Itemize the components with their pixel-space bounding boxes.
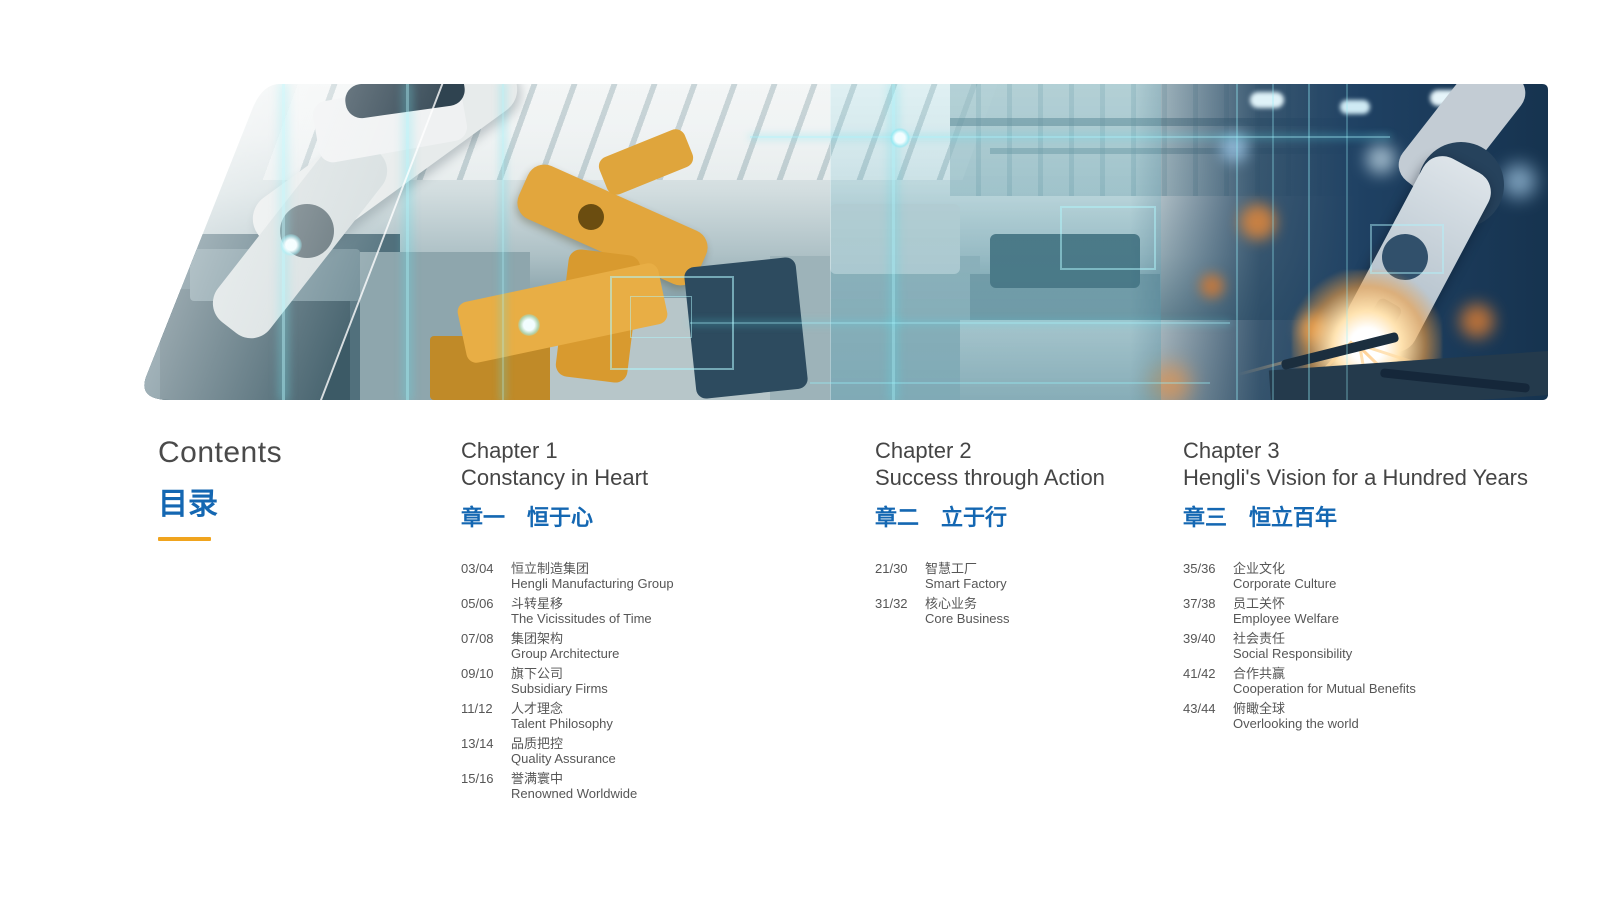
chapter-title-en: Chapter 2 Success through Action bbox=[875, 437, 1215, 491]
toc-item-title-en: Social Responsibility bbox=[1233, 646, 1353, 661]
chapter-title-zh: 章一 恒于心 bbox=[461, 505, 594, 530]
chapter-number-line: Chapter 2 bbox=[875, 438, 972, 463]
toc-item: 43/44 俯瞰全球 Overlooking the world bbox=[1183, 701, 1573, 731]
toc-item: 07/08 集团架构 Group Architecture bbox=[461, 631, 821, 661]
toc-item-pages: 13/14 bbox=[461, 736, 494, 751]
toc-item: 31/32 核心业务 Core Business bbox=[875, 596, 1215, 626]
toc-item-pages: 11/12 bbox=[461, 701, 493, 716]
chapter-number-line: Chapter 3 bbox=[1183, 438, 1280, 463]
chapter-subtitle-line: Hengli's Vision for a Hundred Years bbox=[1183, 465, 1529, 490]
toc-item: 39/40 社会责任 Social Responsibility bbox=[1183, 631, 1573, 661]
chapter-subtitle-line: Constancy in Heart bbox=[461, 465, 649, 490]
toc-item-title-zh: 俯瞰全球 bbox=[1233, 701, 1286, 716]
toc-item-title-en: Core Business bbox=[925, 611, 1010, 626]
toc-item-pages: 37/38 bbox=[1183, 596, 1216, 611]
chapter-title-en: Chapter 3 Hengli's Vision for a Hundred Y… bbox=[1183, 437, 1573, 491]
toc-item-title-zh: 旗下公司 bbox=[511, 666, 564, 681]
toc-item-title-en: Renowned Worldwide bbox=[511, 786, 638, 801]
toc-item-title-en: Quality Assurance bbox=[511, 751, 616, 766]
factory-banner-image bbox=[130, 84, 1548, 400]
toc-item-title-en: Group Architecture bbox=[511, 646, 620, 661]
toc-item-title-en: Talent Philosophy bbox=[511, 716, 613, 731]
toc-item: 11/12 人才理念 Talent Philosophy bbox=[461, 701, 821, 731]
chapter-column-2: Chapter 2 Success through Action 章二 立于行 21/… bbox=[875, 437, 1215, 631]
toc-item-title-zh: 恒立制造集团 bbox=[511, 561, 590, 576]
toc-item-pages: 21/30 bbox=[875, 561, 908, 576]
banner-welding-scene bbox=[1130, 84, 1548, 400]
chapter-subtitle-line: Success through Action bbox=[875, 465, 1105, 490]
toc-item-title-zh: 誉满寰中 bbox=[511, 771, 564, 786]
banner-hud-overlay bbox=[130, 84, 1548, 400]
toc-item-title-zh: 智慧工厂 bbox=[925, 561, 978, 576]
banner-yellow-robot bbox=[130, 84, 1548, 400]
toc-item: 21/30 智慧工厂 Smart Factory bbox=[875, 561, 1215, 591]
toc-item-title-zh: 员工关怀 bbox=[1233, 596, 1286, 611]
contents-title-zh: 目录 bbox=[158, 488, 218, 521]
toc-item-pages: 03/04 bbox=[461, 561, 494, 576]
contents-heading-block: Contents 目录 bbox=[158, 436, 282, 541]
toc-item-pages: 43/44 bbox=[1183, 701, 1216, 716]
toc-item-titles: 社会责任 Social Responsibility bbox=[1233, 631, 1352, 661]
toc-item-title-en: Smart Factory bbox=[925, 576, 1007, 591]
chapter-item-list: 21/30 智慧工厂 Smart Factory 31/32 核心业务 Core Busi… bbox=[875, 561, 1215, 626]
toc-item-title-zh: 社会责任 bbox=[1233, 631, 1286, 646]
contents-accent-underline bbox=[158, 537, 211, 541]
chapter-number-line: Chapter 1 bbox=[461, 438, 558, 463]
toc-item-pages: 07/08 bbox=[461, 631, 494, 646]
toc-item: 35/36 企业文化 Corporate Culture bbox=[1183, 561, 1573, 591]
chapter-item-list: 03/04 恒立制造集团 Hengli Manufacturing Group 05/… bbox=[461, 561, 821, 801]
toc-item-pages: 31/32 bbox=[875, 596, 908, 611]
chapter-column-1: Chapter 1 Constancy in Heart 章一 恒于心 03/04 恒立… bbox=[461, 437, 821, 806]
toc-item-titles: 员工关怀 Employee Welfare bbox=[1233, 596, 1339, 626]
toc-item-title-en: The Vicissitudes of Time bbox=[511, 611, 652, 626]
toc-item-titles: 誉满寰中 Renowned Worldwide bbox=[511, 771, 637, 801]
chapter-column-3: Chapter 3 Hengli's Vision for a Hundred Y… bbox=[1183, 437, 1573, 736]
toc-item: 09/10 旗下公司 Subsidiary Firms bbox=[461, 666, 821, 696]
toc-item-title-en: Corporate Culture bbox=[1233, 576, 1337, 591]
toc-item-titles: 人才理念 Talent Philosophy bbox=[511, 701, 613, 731]
toc-item-title-en: Subsidiary Firms bbox=[511, 681, 608, 696]
toc-item-titles: 核心业务 Core Business bbox=[925, 596, 1010, 626]
toc-item-title-zh: 斗转星移 bbox=[511, 596, 564, 611]
toc-item-title-en: Hengli Manufacturing Group bbox=[511, 576, 674, 591]
toc-item-pages: 35/36 bbox=[1183, 561, 1216, 576]
toc-item: 41/42 合作共赢 Cooperation for Mutual Benefits bbox=[1183, 666, 1573, 696]
toc-item-titles: 俯瞰全球 Overlooking the world bbox=[1233, 701, 1359, 731]
toc-item-title-en: Overlooking the world bbox=[1233, 716, 1359, 731]
toc-item-title-zh: 品质把控 bbox=[511, 736, 564, 751]
toc-item-title-zh: 合作共赢 bbox=[1233, 666, 1286, 681]
toc-item-title-zh: 人才理念 bbox=[511, 701, 564, 716]
toc-item-pages: 39/40 bbox=[1183, 631, 1216, 646]
toc-item: 05/06 斗转星移 The Vicissitudes of Time bbox=[461, 596, 821, 626]
toc-item-pages: 09/10 bbox=[461, 666, 494, 681]
toc-item: 03/04 恒立制造集团 Hengli Manufacturing Group bbox=[461, 561, 821, 591]
toc-item-titles: 恒立制造集团 Hengli Manufacturing Group bbox=[511, 561, 674, 591]
chapter-title-zh: 章三 恒立百年 bbox=[1183, 505, 1338, 530]
toc-item-titles: 企业文化 Corporate Culture bbox=[1233, 561, 1336, 591]
toc-item-titles: 旗下公司 Subsidiary Firms bbox=[511, 666, 608, 696]
contents-title-en: Contents bbox=[158, 436, 283, 469]
chapter-title-zh: 章二 立于行 bbox=[875, 505, 1008, 530]
toc-item-titles: 合作共赢 Cooperation for Mutual Benefits bbox=[1233, 666, 1416, 696]
toc-item-title-zh: 核心业务 bbox=[925, 596, 978, 611]
toc-item-title-en: Employee Welfare bbox=[1233, 611, 1339, 626]
toc-item: 13/14 品质把控 Quality Assurance bbox=[461, 736, 821, 766]
toc-item-titles: 品质把控 Quality Assurance bbox=[511, 736, 616, 766]
toc-item-pages: 15/16 bbox=[461, 771, 494, 786]
toc-item-title-zh: 集团架构 bbox=[511, 631, 564, 646]
chapter-title-en: Chapter 1 Constancy in Heart bbox=[461, 437, 821, 491]
toc-item: 15/16 誉满寰中 Renowned Worldwide bbox=[461, 771, 821, 801]
toc-item-titles: 集团架构 Group Architecture bbox=[511, 631, 619, 661]
toc-item: 37/38 员工关怀 Employee Welfare bbox=[1183, 596, 1573, 626]
toc-item-title-en: Cooperation for Mutual Benefits bbox=[1233, 681, 1416, 696]
toc-item-pages: 41/42 bbox=[1183, 666, 1216, 681]
toc-item-titles: 斗转星移 The Vicissitudes of Time bbox=[511, 596, 652, 626]
toc-item-pages: 05/06 bbox=[461, 596, 494, 611]
chapter-item-list: 35/36 企业文化 Corporate Culture 37/38 员工关怀 Emplo… bbox=[1183, 561, 1573, 731]
toc-item-title-zh: 企业文化 bbox=[1233, 561, 1286, 576]
toc-item-titles: 智慧工厂 Smart Factory bbox=[925, 561, 1007, 591]
